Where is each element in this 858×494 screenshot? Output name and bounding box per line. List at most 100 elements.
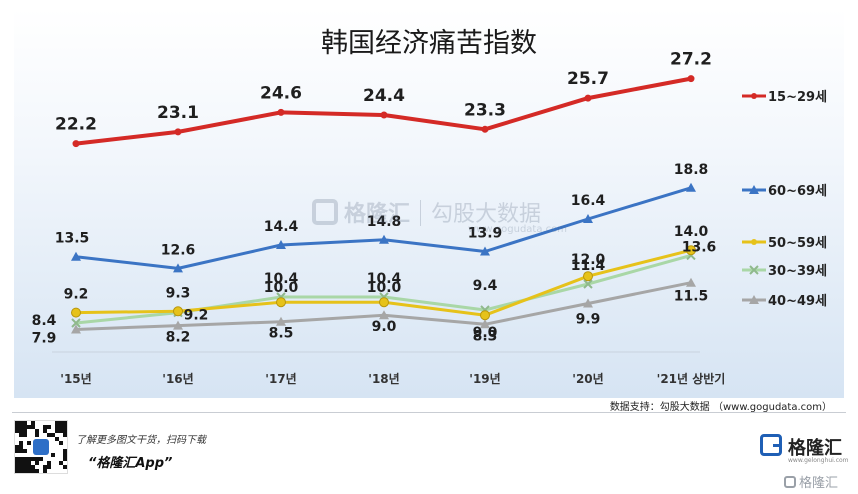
qr-cell: [23, 465, 27, 469]
series-3-labels: 8.4 9.2 10.4 10.4 9.4 11.4 13.6: [32, 239, 717, 329]
qr-cell: [19, 441, 23, 445]
data-label: 8.2: [166, 330, 191, 346]
qr-cell: [15, 445, 19, 449]
legend-label: 30~39세: [768, 264, 827, 279]
qr-cell: [63, 453, 67, 457]
data-label: 8.5: [269, 326, 294, 342]
series-1-labels: 13.5 12.6 14.4 14.8 13.9 16.4 18.8: [55, 162, 709, 259]
legend-item: 30~39세: [742, 264, 827, 279]
data-label: 12.0: [571, 252, 606, 268]
data-point: [686, 245, 696, 256]
qr-cell: [27, 441, 31, 445]
bottom-brand-icon: [784, 476, 796, 488]
data-label: 11.5: [674, 289, 709, 305]
data-point: [379, 310, 389, 320]
data-point: [173, 263, 183, 273]
chart-svg: 韩国经济痛苦指数 22.2 23.1 24.6 24.4 23.3 25.7 27.2 13.…: [14, 8, 844, 398]
legend-item: 15~29세: [742, 90, 827, 105]
data-point: [72, 140, 80, 148]
qr-cell: [19, 421, 23, 425]
qr-cell: [35, 469, 39, 473]
data-label: 25.7: [567, 69, 609, 89]
data-label: 14.0: [674, 224, 709, 240]
data-point: [480, 310, 490, 321]
qr-cell: [35, 429, 39, 433]
chart: 韩国经济痛苦指数 22.2 23.1 24.6 24.4 23.3 25.7 27.2 13.…: [14, 8, 844, 398]
qr-cell: [15, 469, 19, 473]
qr-cell: [15, 465, 19, 469]
data-label: 18.8: [674, 162, 709, 178]
qr-cell: [27, 457, 31, 461]
data-point: [276, 240, 286, 249]
data-point: [686, 182, 696, 192]
app-name: “格隆汇App”: [88, 456, 173, 471]
qr-cell: [59, 429, 63, 433]
data-label: 14.4: [264, 219, 299, 235]
watermark-url: www.gogudata.com: [468, 224, 568, 235]
qr-cell: [15, 425, 19, 429]
brand-g-icon: [760, 434, 782, 456]
qr-cell: [43, 425, 47, 429]
qr-cell: [35, 461, 39, 465]
data-point: [276, 316, 286, 326]
qr-cell: [63, 429, 67, 433]
data-label: 23.1: [157, 103, 199, 123]
qr-cell: [19, 425, 23, 429]
qr-cell: [19, 433, 23, 437]
data-point: [71, 324, 81, 334]
qr-cell: [47, 461, 51, 465]
qr-cell: [15, 421, 19, 425]
bottom-brand: 格隆汇: [784, 472, 838, 491]
qr-cell: [59, 461, 63, 465]
data-point: [276, 297, 286, 308]
data-label: 24.4: [363, 86, 405, 106]
qr-cell: [19, 461, 23, 465]
legend-marker: [749, 265, 759, 275]
qr-cell: [63, 433, 67, 437]
legend-item: 60~69세: [742, 184, 827, 199]
legend-marker: [749, 295, 759, 304]
qr-cell: [35, 457, 39, 461]
data-point: [583, 279, 593, 289]
qr-cell: [15, 449, 19, 453]
x-tick-label: '15년: [60, 372, 91, 386]
data-point: [173, 320, 183, 330]
legend-label: 15~29세: [768, 90, 827, 105]
data-label: 9.0: [372, 319, 397, 335]
qr-cell: [19, 429, 23, 433]
qr-code[interactable]: [14, 420, 68, 474]
qr-cell: [27, 425, 31, 429]
qr-cell: [23, 449, 27, 453]
data-label: 12.6: [161, 242, 196, 258]
watermark-name: 格隆汇: [344, 202, 411, 227]
data-label: 13.9: [468, 226, 503, 242]
qr-cell: [47, 465, 51, 469]
data-point: [480, 246, 490, 256]
qr-cell: [47, 433, 51, 437]
x-tick-label: '19년: [469, 372, 500, 386]
qr-cell: [15, 461, 19, 465]
data-label: 23.3: [464, 100, 506, 120]
data-label: 27.2: [670, 50, 712, 70]
data-point: [380, 111, 388, 119]
data-label: 9.0: [473, 325, 498, 341]
qr-cell: [63, 425, 67, 429]
qr-cell: [51, 433, 55, 437]
legend-label: 40~49세: [768, 294, 827, 309]
brand-name: 格隆汇: [788, 438, 842, 459]
qr-cell: [43, 429, 47, 433]
data-point: [480, 319, 490, 329]
qr-cell: [27, 461, 31, 465]
brand-url: www.gelonghui.com: [788, 457, 849, 464]
qr-cell: [19, 465, 23, 469]
data-label: 7.9: [32, 331, 57, 347]
qr-cell: [59, 421, 63, 425]
data-label: 13.5: [55, 231, 90, 247]
watermark: 格隆汇 勾股大数据 www.gogudata.com: [312, 196, 567, 235]
qr-cell: [55, 429, 59, 433]
data-point: [71, 307, 81, 318]
data-label: 22.2: [55, 115, 97, 135]
data-label: 10.0: [264, 280, 299, 296]
data-label: 14.8: [367, 214, 402, 230]
data-label: 9.2: [184, 308, 209, 324]
